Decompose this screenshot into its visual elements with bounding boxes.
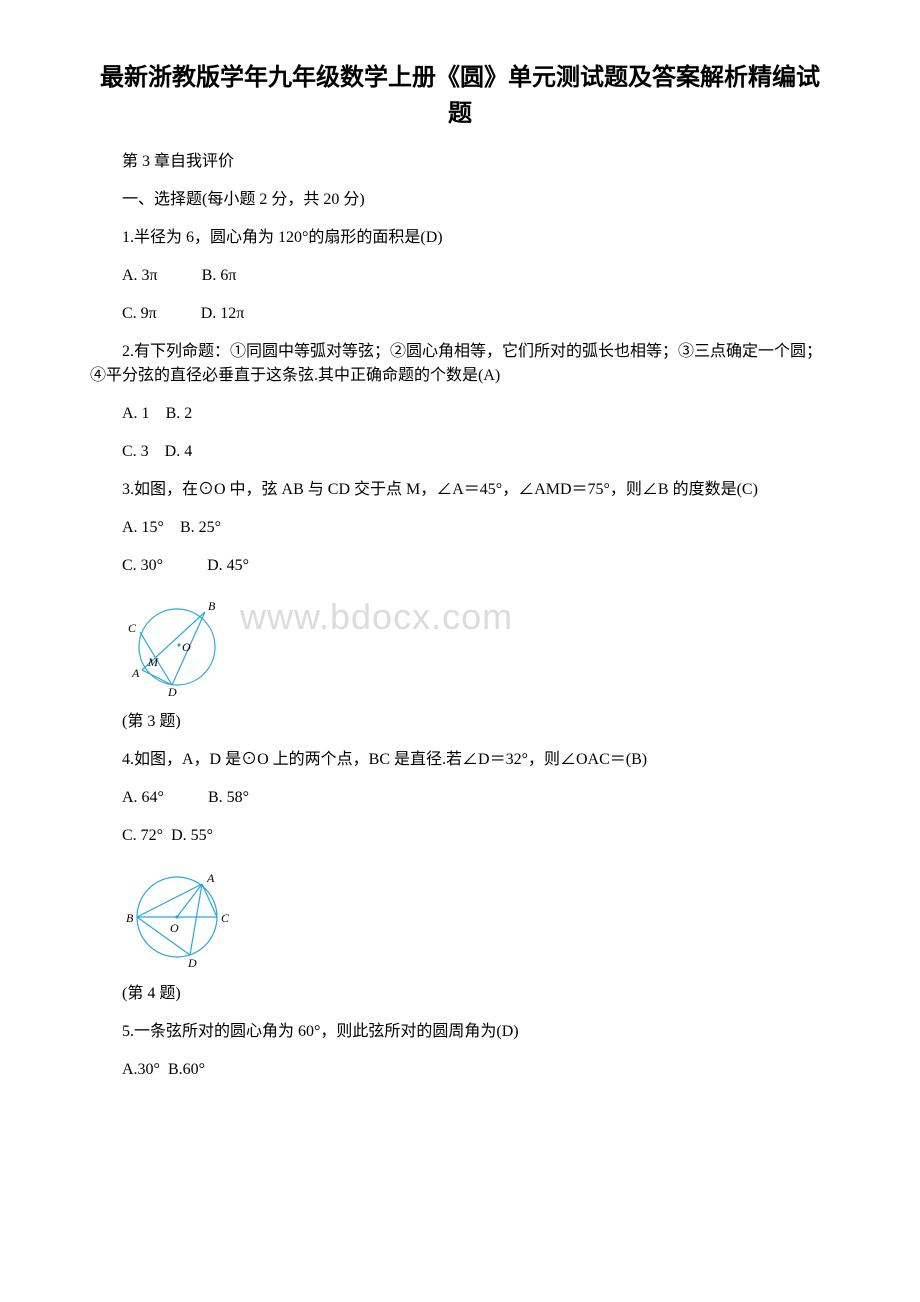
q3-opt-a: A. 15° bbox=[122, 519, 164, 536]
q1-opt-b: B. 6π bbox=[202, 267, 237, 284]
q4-opt-c: C. 72° bbox=[122, 827, 163, 844]
q3-label-d: D bbox=[167, 685, 177, 699]
q1-opt-a: A. 3π bbox=[122, 267, 158, 284]
q3-label-o: O bbox=[182, 640, 191, 654]
q1-stem: 1.半径为 6，圆心角为 120°的扇形的面积是(D) bbox=[90, 226, 830, 250]
q4-line-ba bbox=[137, 884, 202, 917]
q3-label-b: B bbox=[208, 599, 216, 613]
q4-stem: 4.如图，A，D 是⊙O 上的两个点，BC 是直径.若∠D＝32°，则∠OAC＝… bbox=[90, 748, 830, 772]
section-heading-1: 一、选择题(每小题 2 分，共 20 分) bbox=[90, 188, 830, 212]
q4-line-bd bbox=[137, 917, 190, 955]
q2-stem: 2.有下列命题：①同圆中等弧对等弦；②圆心角相等，它们所对的弧长也相等；③三点确… bbox=[90, 340, 830, 388]
q3-label-m: M bbox=[147, 655, 159, 669]
q3-label-c: C bbox=[128, 621, 137, 635]
subtitle: 第 3 章自我评价 bbox=[90, 150, 830, 174]
q3-opts-row2: C. 30° D. 45° bbox=[90, 554, 830, 578]
q1-opt-d: D. 12π bbox=[201, 305, 245, 322]
q4-caption: (第 4 题) bbox=[90, 982, 830, 1006]
page-title: 最新浙教版学年九年级数学上册《圆》单元测试题及答案解析精编试题 bbox=[90, 60, 830, 132]
q5-opt-a: A.30° bbox=[122, 1061, 160, 1078]
q4-label-b: B bbox=[126, 911, 134, 925]
q2-opt-b: B. 2 bbox=[166, 405, 193, 422]
q2-opts-row2: C. 3 D. 4 bbox=[90, 440, 830, 464]
q4-opt-b: B. 58° bbox=[208, 789, 249, 806]
q4-figure: A B C D O bbox=[122, 862, 830, 974]
q4-label-c: C bbox=[221, 911, 230, 925]
q4-line-ac bbox=[202, 884, 217, 917]
q4-opt-d: D. 55° bbox=[171, 827, 213, 844]
q3-opts-row1: A. 15° B. 25° bbox=[90, 516, 830, 540]
q5-opts-row1: A.30° B.60° bbox=[90, 1058, 830, 1082]
q1-opt-c: C. 9π bbox=[122, 305, 157, 322]
q1-opts-row1: A. 3π B. 6π bbox=[90, 264, 830, 288]
q3-stem: 3.如图，在⊙O 中，弦 AB 与 CD 交于点 M，∠A＝45°，∠AMD＝7… bbox=[90, 478, 830, 502]
q4-label-a: A bbox=[206, 871, 215, 885]
q4-label-d: D bbox=[187, 956, 197, 970]
q3-opt-c: C. 30° bbox=[122, 557, 163, 574]
q5-opt-b: B.60° bbox=[168, 1061, 205, 1078]
q2-opt-c: C. 3 bbox=[122, 443, 149, 460]
q2-opts-row1: A. 1 B. 2 bbox=[90, 402, 830, 426]
q4-figure-svg: A B C D O bbox=[122, 862, 237, 974]
q3-label-a: A bbox=[131, 666, 140, 680]
q4-label-o: O bbox=[170, 921, 179, 935]
q2-opt-d: D. 4 bbox=[165, 443, 193, 460]
q3-opt-b: B. 25° bbox=[180, 519, 221, 536]
q4-opts-row2: C. 72° D. 55° bbox=[90, 824, 830, 848]
q3-figure-svg: A B C D M O bbox=[122, 592, 232, 702]
q4-opt-a: A. 64° bbox=[122, 789, 164, 806]
document-content: 最新浙教版学年九年级数学上册《圆》单元测试题及答案解析精编试题 第 3 章自我评… bbox=[90, 60, 830, 1082]
q4-line-ad bbox=[190, 884, 202, 955]
q3-center-dot bbox=[177, 643, 180, 646]
q5-stem: 5.一条弦所对的圆心角为 60°，则此弦所对的圆周角为(D) bbox=[90, 1020, 830, 1044]
q4-center-dot bbox=[175, 915, 178, 918]
q3-caption: (第 3 题) bbox=[90, 710, 830, 734]
q4-line-oa bbox=[177, 884, 202, 917]
q4-opts-row1: A. 64° B. 58° bbox=[90, 786, 830, 810]
q2-opt-a: A. 1 bbox=[122, 405, 150, 422]
q3-opt-d: D. 45° bbox=[207, 557, 249, 574]
q3-figure: A B C D M O bbox=[122, 592, 830, 702]
q1-opts-row2: C. 9π D. 12π bbox=[90, 302, 830, 326]
